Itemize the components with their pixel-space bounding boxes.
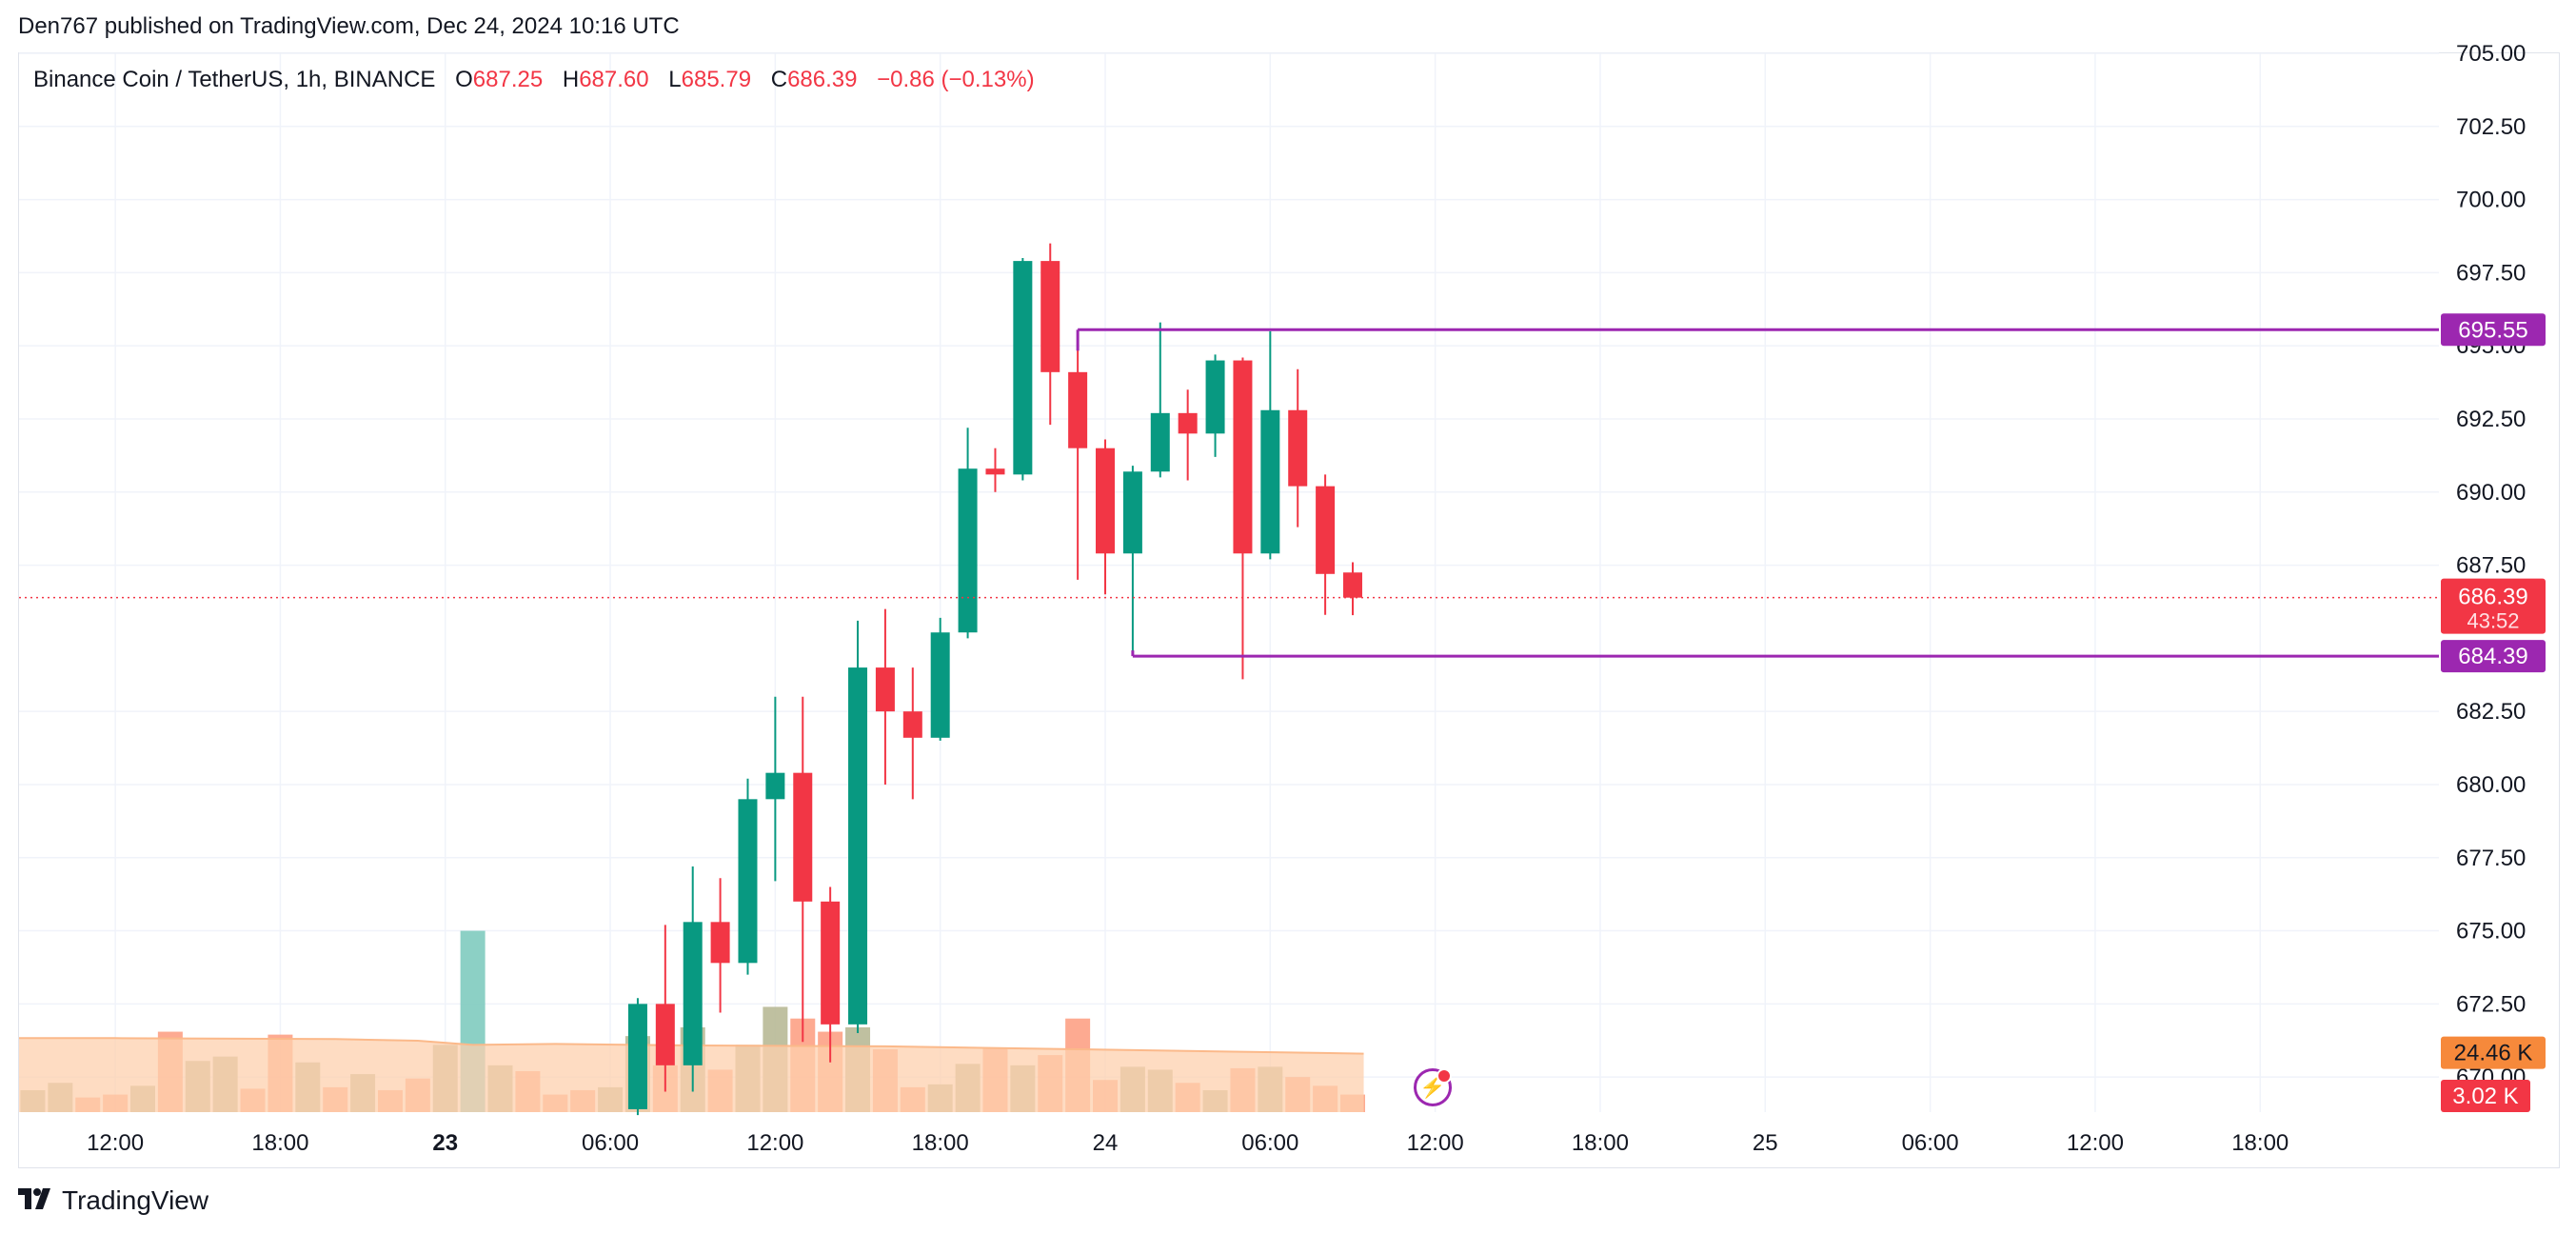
candle-body: [1150, 412, 1170, 472]
x-tick-label: 06:00: [1902, 1130, 1959, 1156]
last-price-tag: 686.39: [2458, 585, 2527, 610]
candle-body: [1342, 572, 1362, 598]
level-tag-bg: [2441, 640, 2546, 673]
lightning-icon[interactable]: ⚡: [1414, 1068, 1452, 1106]
y-tick-label: 677.50: [2456, 846, 2526, 871]
open-label: O: [455, 67, 473, 92]
y-tick-label: 692.50: [2456, 407, 2526, 432]
x-tick-label: 06:00: [582, 1130, 639, 1156]
y-tick-label: 687.50: [2456, 553, 2526, 579]
high-label: H: [562, 67, 580, 92]
x-tick-label: 18:00: [1572, 1130, 1629, 1156]
level-tag-bg: [2441, 313, 2546, 347]
y-tick-label: 675.00: [2456, 919, 2526, 945]
low-value: 685.79: [681, 67, 752, 92]
y-tick-label: 702.50: [2456, 114, 2526, 140]
last-price-tag-bg: [2441, 578, 2546, 634]
x-tick-label: 18:00: [912, 1130, 969, 1156]
y-tick-label: 705.00: [2456, 41, 2526, 67]
y-tick-label: 682.50: [2456, 699, 2526, 725]
x-tick-label: 18:00: [251, 1130, 308, 1156]
x-tick-label: 06:00: [1241, 1130, 1298, 1156]
candle-body: [765, 772, 785, 800]
candle-body: [1233, 360, 1253, 554]
countdown-tag: 43:52: [2467, 609, 2519, 633]
candle-body: [1260, 409, 1280, 554]
y-tick-label: 697.50: [2456, 260, 2526, 286]
candle-body: [738, 799, 758, 964]
open-value: 687.25: [472, 67, 544, 92]
x-tick-label: 12:00: [2067, 1130, 2124, 1156]
candle-body: [902, 711, 922, 738]
volume-last-tag-bg: [2441, 1080, 2530, 1112]
level-tag: 684.39: [2458, 644, 2527, 669]
y-axis: 705.00702.50700.00697.50695.00692.50690.…: [2456, 41, 2526, 1090]
y-tick-label: 672.50: [2456, 991, 2526, 1017]
candle-series: [627, 243, 1362, 1116]
volume-ma-tag: 24.46 K: [2454, 1041, 2533, 1066]
candle-body: [1068, 371, 1088, 448]
candle-body: [655, 1004, 675, 1065]
tradingview-brand[interactable]: TradingView: [18, 1185, 208, 1216]
candle-body: [821, 901, 841, 1025]
change-value: −0.86 (−0.13%): [877, 67, 1035, 92]
x-tick-label: 24: [1093, 1130, 1119, 1156]
candle-body: [683, 922, 703, 1065]
level-tag: 695.55: [2458, 317, 2527, 343]
x-tick-label: 18:00: [2231, 1130, 2289, 1156]
volume-ma-tag-bg: [2441, 1036, 2546, 1069]
y-tick-label: 700.00: [2456, 188, 2526, 213]
candle-body: [710, 922, 730, 964]
volume-ma-area: [19, 1038, 1364, 1112]
brand-name: TradingView: [62, 1185, 209, 1215]
x-tick-label: 23: [432, 1130, 458, 1156]
symbol-title: Binance Coin / TetherUS, 1h, BINANCE: [33, 67, 436, 92]
symbol-legend[interactable]: Binance Coin / TetherUS, 1h, BINANCE O68…: [33, 67, 1035, 93]
candle-body: [627, 1004, 647, 1109]
candle-body: [1316, 486, 1336, 574]
candle-body: [875, 667, 895, 712]
x-tick-label: 12:00: [87, 1130, 144, 1156]
y-tick-label: 690.00: [2456, 480, 2526, 506]
candle-body: [1205, 360, 1225, 434]
x-axis: 12:00 18:00 23 06:00 12:00 18:00 24 06:00 12:00 1…: [87, 1130, 2289, 1156]
low-label: L: [668, 67, 682, 92]
candle-body: [848, 667, 868, 1025]
volume-last-tag: 3.02 K: [2452, 1084, 2518, 1109]
publisher-line: Den767 published on TradingView.com, Dec…: [18, 13, 680, 39]
candle-body: [1288, 409, 1308, 487]
tradingview-logo-icon: [18, 1188, 56, 1213]
high-value: 687.60: [579, 67, 649, 92]
candle-body: [1013, 261, 1033, 475]
candle-body: [985, 468, 1005, 475]
candle-body: [1122, 471, 1142, 554]
x-tick-label: 12:00: [1407, 1130, 1464, 1156]
candle-body: [958, 468, 978, 633]
close-label: C: [770, 67, 788, 92]
volume-ma-series: [19, 1037, 1364, 1112]
y-tick-label: 680.00: [2456, 772, 2526, 798]
alert-dot: [1437, 1068, 1452, 1084]
candle-body: [1040, 261, 1060, 372]
grid: [19, 52, 2439, 1112]
x-tick-label: 25: [1753, 1130, 1778, 1156]
close-value: 686.39: [787, 67, 858, 92]
level-lines: [19, 328, 2439, 658]
volume-ma-line: [19, 1037, 1364, 1055]
candle-body: [930, 632, 950, 738]
candle-body: [1178, 412, 1198, 434]
x-tick-label: 12:00: [746, 1130, 803, 1156]
candle-body: [1096, 448, 1116, 554]
candle-body: [793, 772, 813, 902]
